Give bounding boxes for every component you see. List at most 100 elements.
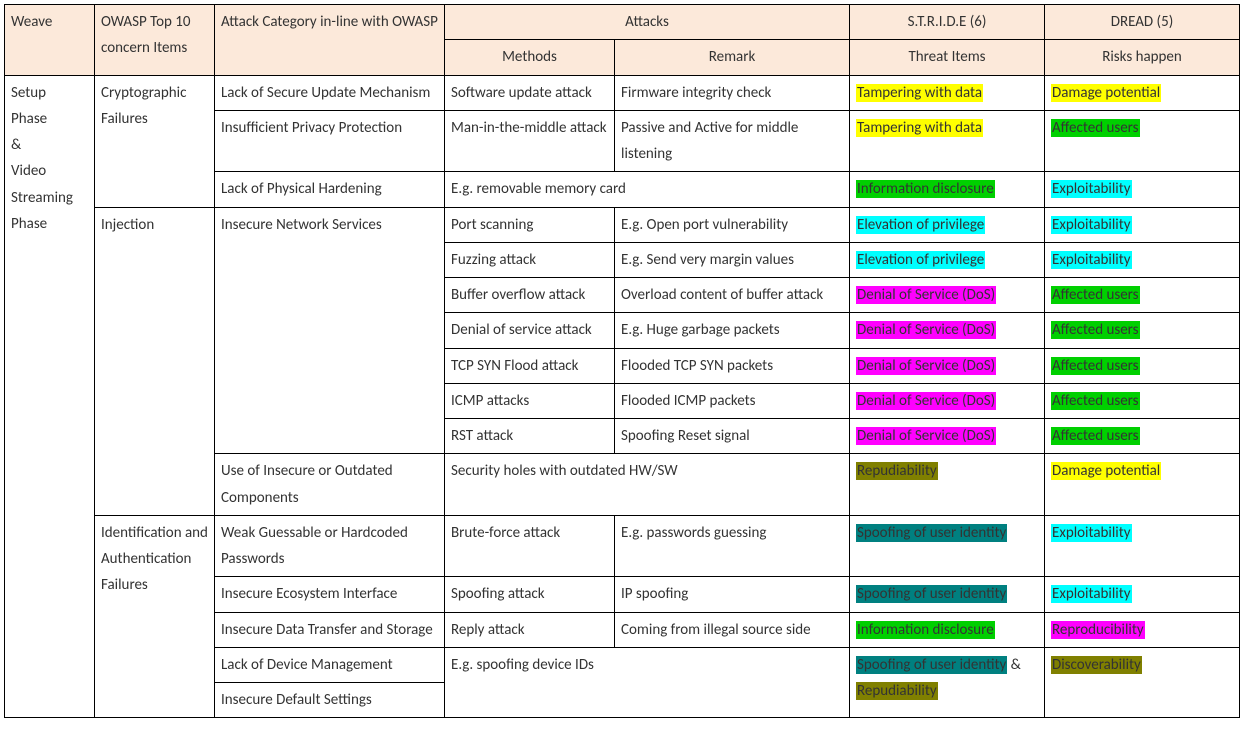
col-dread: DREAD (5) xyxy=(1045,5,1240,40)
dread-cell: Damage potential xyxy=(1045,75,1240,110)
method-cell: Port scanning xyxy=(445,207,615,242)
table-row: InjectionInsecure Network ServicesPort s… xyxy=(5,207,1240,242)
stride-cell: Spoofing of user identity xyxy=(850,577,1045,612)
method-cell: Fuzzing attack xyxy=(445,242,615,277)
owasp-group-cell: Identification and Authentication Failur… xyxy=(95,515,215,718)
highlight: Tampering with data xyxy=(856,119,983,137)
category-cell: Weak Guessable or Hardcoded Passwords xyxy=(215,515,445,577)
method-cell: Man-in-the-middle attack xyxy=(445,110,615,172)
category-cell: Lack of Secure Update Mechanism xyxy=(215,75,445,110)
col-remark: Remark xyxy=(615,40,850,75)
highlight: Exploitability xyxy=(1051,524,1132,542)
category-cell: Lack of Device Management xyxy=(215,647,445,682)
dread-cell: Reproducibility xyxy=(1045,612,1240,647)
highlight: Elevation of privilege xyxy=(856,216,985,234)
category-cell: Insecure Default Settings xyxy=(215,683,445,718)
stride-cell: Denial of Service (DoS) xyxy=(850,383,1045,418)
stride-cell: Information disclosure xyxy=(850,172,1045,207)
method-cell: Software update attack xyxy=(445,75,615,110)
highlight: Discoverability xyxy=(1051,656,1142,674)
method-cell: Reply attack xyxy=(445,612,615,647)
table-row: SetupPhase&VideoStreamingPhaseCryptograp… xyxy=(5,75,1240,110)
table-header: Weave OWASP Top 10 concern Items Attack … xyxy=(5,5,1240,76)
highlight: Spoofing of user identity xyxy=(856,524,1007,542)
dread-cell: Affected users xyxy=(1045,348,1240,383)
highlight: Exploitability xyxy=(1051,251,1132,269)
col-threat-items: Threat Items xyxy=(850,40,1045,75)
remark-cell: Passive and Active for middle listening xyxy=(615,110,850,172)
highlight: Denial of Service (DoS) xyxy=(856,286,996,304)
highlight: Damage potential xyxy=(1051,84,1161,102)
highlight: Denial of Service (DoS) xyxy=(856,427,996,445)
dread-cell: Exploitability xyxy=(1045,577,1240,612)
method-remark-cell: E.g. removable memory card xyxy=(445,172,850,207)
dread-cell: Exploitability xyxy=(1045,242,1240,277)
remark-cell: Coming from illegal source side xyxy=(615,612,850,647)
remark-cell: Spoofing Reset signal xyxy=(615,419,850,454)
owasp-group-cell: Cryptographic Failures xyxy=(95,75,215,207)
highlight: Affected users xyxy=(1051,392,1140,410)
col-owasp: OWASP Top 10 concern Items xyxy=(95,5,215,76)
highlight: Denial of Service (DoS) xyxy=(856,321,996,339)
stride-cell: Spoofing of user identity xyxy=(850,515,1045,577)
remark-cell: Overload content of buffer attack xyxy=(615,278,850,313)
highlight: Spoofing of user identity xyxy=(856,585,1007,603)
method-remark-cell: Security holes with outdated HW/SW xyxy=(445,454,850,516)
highlight: Reproducibility xyxy=(1051,621,1145,639)
stride-cell: Repudiability xyxy=(850,454,1045,516)
method-cell: Spoofing attack xyxy=(445,577,615,612)
highlight: Damage potential xyxy=(1051,462,1161,480)
highlight: Affected users xyxy=(1051,321,1140,339)
stride-cell: Spoofing of user identity & Repudiabilit… xyxy=(850,647,1045,718)
dread-cell: Discoverability xyxy=(1045,647,1240,718)
stride-cell: Denial of Service (DoS) xyxy=(850,278,1045,313)
category-cell: Insufficient Privacy Protection xyxy=(215,110,445,172)
method-cell: Denial of service attack xyxy=(445,313,615,348)
highlight: Affected users xyxy=(1051,286,1140,304)
remark-cell: Flooded TCP SYN packets xyxy=(615,348,850,383)
category-cell: Insecure Network Services xyxy=(215,207,445,454)
stride-cell: Tampering with data xyxy=(850,110,1045,172)
table-row: Identification and Authentication Failur… xyxy=(5,515,1240,577)
highlight: Affected users xyxy=(1051,119,1140,137)
highlight: Denial of Service (DoS) xyxy=(856,357,996,375)
category-cell: Insecure Ecosystem Interface xyxy=(215,577,445,612)
method-remark-cell: E.g. spoofing device IDs xyxy=(445,647,850,718)
highlight: Denial of Service (DoS) xyxy=(856,392,996,410)
highlight: Elevation of privilege xyxy=(856,251,985,269)
method-cell: RST attack xyxy=(445,419,615,454)
highlight: Spoofing of user identity xyxy=(856,656,1007,674)
dread-cell: Affected users xyxy=(1045,278,1240,313)
method-cell: Buffer overflow attack xyxy=(445,278,615,313)
col-attacks: Attacks xyxy=(445,5,850,40)
stride-cell: Denial of Service (DoS) xyxy=(850,313,1045,348)
dread-cell: Affected users xyxy=(1045,313,1240,348)
method-cell: TCP SYN Flood attack xyxy=(445,348,615,383)
highlight: Exploitability xyxy=(1051,216,1132,234)
highlight: Repudiability xyxy=(856,682,938,700)
owasp-group-cell: Injection xyxy=(95,207,215,515)
table-body: SetupPhase&VideoStreamingPhaseCryptograp… xyxy=(5,75,1240,718)
category-cell: Insecure Data Transfer and Storage xyxy=(215,612,445,647)
col-stride: S.T.R.I.D.E (6) xyxy=(850,5,1045,40)
dread-cell: Exploitability xyxy=(1045,172,1240,207)
remark-cell: E.g. passwords guessing xyxy=(615,515,850,577)
remark-cell: E.g. Send very margin values xyxy=(615,242,850,277)
stride-cell: Information disclosure xyxy=(850,612,1045,647)
highlight: Repudiability xyxy=(856,462,938,480)
remark-cell: Flooded ICMP packets xyxy=(615,383,850,418)
weave-cell: SetupPhase&VideoStreamingPhase xyxy=(5,75,95,718)
remark-cell: E.g. Open port vulnerability xyxy=(615,207,850,242)
remark-cell: IP spoofing xyxy=(615,577,850,612)
highlight: Exploitability xyxy=(1051,585,1132,603)
stride-cell: Elevation of privilege xyxy=(850,242,1045,277)
method-cell: ICMP attacks xyxy=(445,383,615,418)
col-weave: Weave xyxy=(5,5,95,76)
method-cell: Brute-force attack xyxy=(445,515,615,577)
highlight: Exploitability xyxy=(1051,180,1132,198)
highlight: Information disclosure xyxy=(856,621,995,639)
dread-cell: Affected users xyxy=(1045,110,1240,172)
col-risks: Risks happen xyxy=(1045,40,1240,75)
stride-cell: Elevation of privilege xyxy=(850,207,1045,242)
col-category: Attack Category in-line with OWASP xyxy=(215,5,445,76)
